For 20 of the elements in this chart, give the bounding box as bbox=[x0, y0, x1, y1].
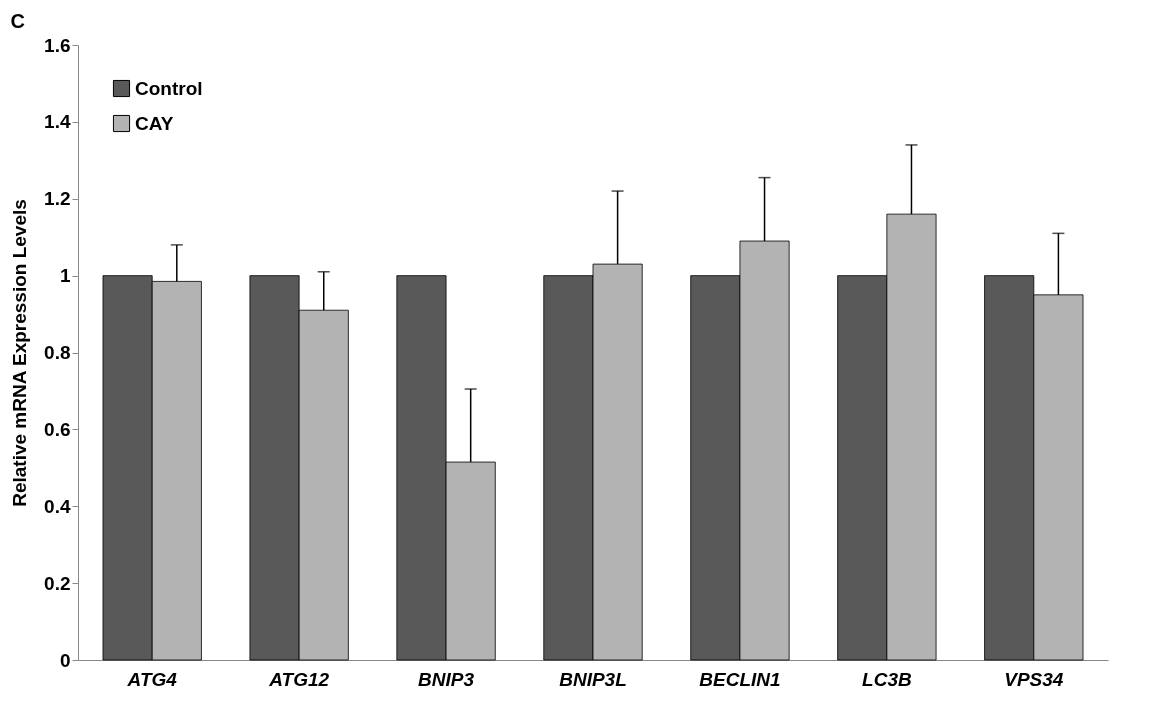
x-tick-label: VPS34 bbox=[1004, 668, 1064, 690]
y-tick-label: 0 bbox=[59, 649, 71, 671]
y-tick-label: 1 bbox=[59, 265, 71, 287]
y-tick-label: 1.2 bbox=[44, 188, 71, 210]
x-tick-label: ATG4 bbox=[126, 668, 178, 690]
y-tick-label: 1.4 bbox=[44, 111, 71, 133]
x-tick-label: BECLIN1 bbox=[699, 668, 781, 690]
x-tick-label: ATG12 bbox=[268, 668, 330, 690]
x-tick-label: BNIP3 bbox=[418, 668, 475, 690]
text: C bbox=[10, 10, 26, 32]
y-tick-label: 0.4 bbox=[44, 495, 71, 517]
y-tick-label: 0.2 bbox=[44, 572, 71, 594]
legend-label: CAY bbox=[135, 112, 174, 134]
x-tick-label: LC3B bbox=[862, 668, 912, 690]
x-tick-label: BNIP3L bbox=[559, 668, 627, 690]
y-tick-label: 1.6 bbox=[44, 34, 71, 56]
y-tick-label: 0.8 bbox=[44, 342, 71, 363]
y-tick-label: 0.6 bbox=[44, 418, 71, 440]
legend-label: Control bbox=[135, 77, 203, 99]
y-axis-title: Relative mRNA Expression Levels bbox=[9, 199, 31, 507]
